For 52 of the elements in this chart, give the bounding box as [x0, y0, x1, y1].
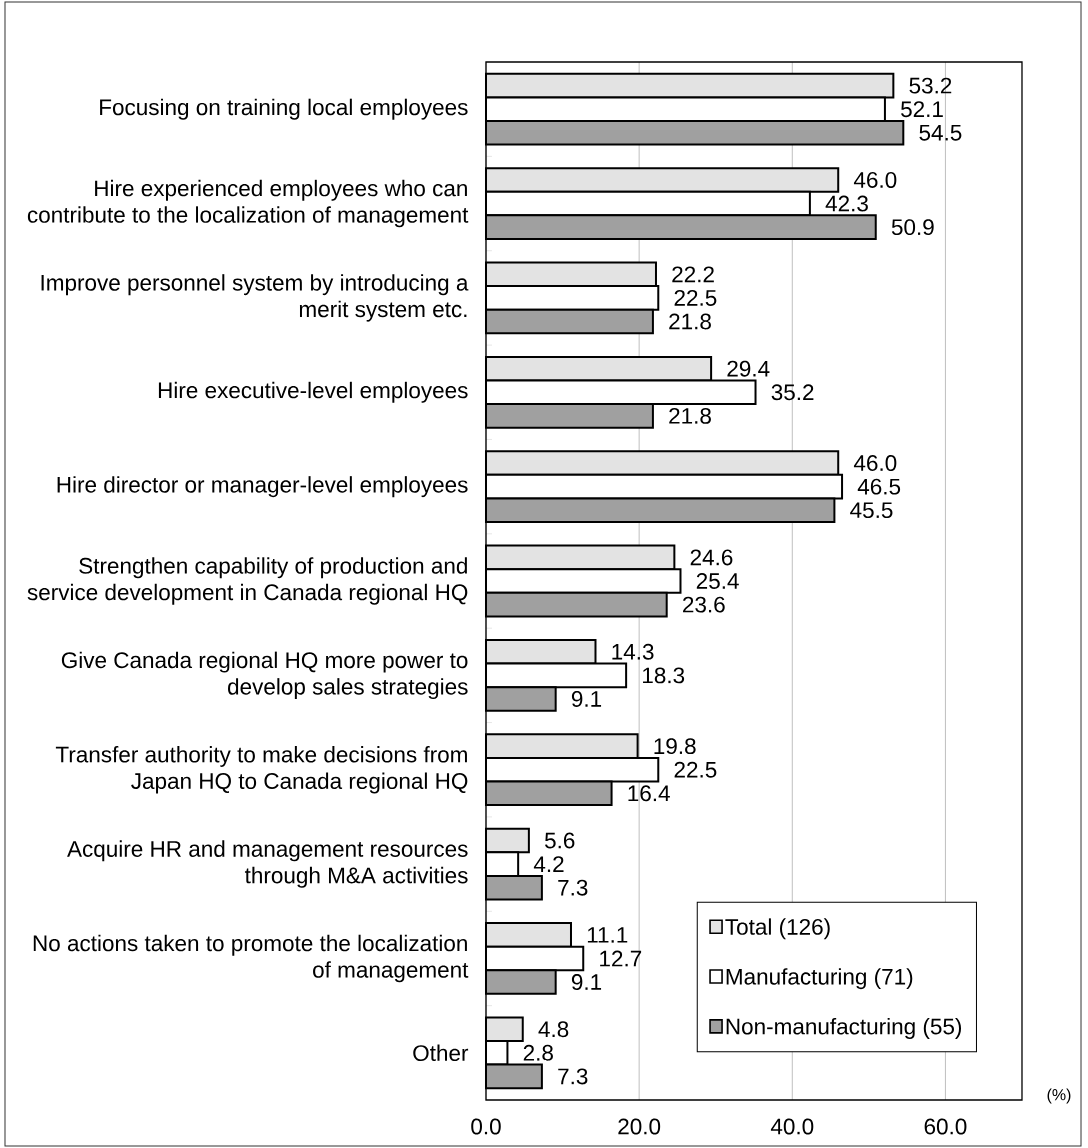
data-label: 9.1 [571, 690, 602, 707]
data-label: 11.1 [587, 927, 628, 943]
data-label: 2.8 [523, 1044, 553, 1061]
y-tick-label: Other [413, 1044, 469, 1062]
data-label: 46.0 [853, 171, 897, 188]
data-label: 53.2 [909, 77, 952, 94]
data-label: 21.8 [669, 313, 711, 330]
y-tick-label: No actions taken to promote the localization of management [33, 934, 469, 983]
data-label: 22.5 [674, 289, 717, 306]
data-label: 12.7 [600, 950, 642, 967]
data-label: 46.0 [853, 455, 897, 472]
data-label: 7.3 [558, 1068, 588, 1085]
data-label: 23.6 [683, 596, 725, 613]
data-label: 25.4 [696, 573, 739, 589]
data-label: 50.9 [891, 219, 934, 236]
legend-label: Total (126) [725, 918, 830, 940]
y-tick-label: Give Canada regional HQ more power to develop sales strategies [61, 651, 468, 700]
data-label: 19.8 [654, 738, 696, 755]
data-label: 46.5 [857, 478, 901, 495]
x-tick-label: 20.0 [618, 1118, 661, 1135]
y-tick-label: Improve personnel system by introducing a merit system etc. [41, 274, 469, 322]
data-label: 35.2 [771, 384, 814, 401]
data-label: 7.3 [558, 879, 588, 896]
legend-label: Manufacturing (71) [726, 968, 913, 990]
y-tick-label: Focusing on training local employees [100, 98, 468, 120]
y-tick-label: Transfer authority to make decisions from Japan HQ to Canada regional HQ [55, 745, 468, 794]
legend-label: Non-manufacturing (55) [726, 1017, 962, 1039]
data-label: 52.1 [901, 101, 943, 118]
data-label: 42.3 [825, 195, 868, 212]
data-label: 22.5 [674, 761, 717, 778]
y-tick-label: Strengthen capability of production and service development in Canada regional HQ [27, 557, 468, 605]
x-tick-label: 0.0 [471, 1118, 501, 1135]
x-tick-label: 40.0 [770, 1118, 814, 1135]
data-label: 9.1 [571, 974, 602, 991]
text: (%) [1047, 1088, 1071, 1104]
y-tick-label: Acquire HR and management resources through M&A activities [67, 840, 468, 888]
data-label: 24.6 [690, 549, 733, 566]
data-label: 21.8 [669, 407, 711, 424]
data-label: 5.6 [544, 832, 575, 849]
data-label: 29.4 [727, 360, 770, 377]
data-label: 14.3 [612, 643, 654, 660]
data-label: 22.2 [672, 266, 714, 283]
data-label: 54.5 [919, 124, 962, 141]
y-tick-label: Hire executive-level employees [158, 381, 468, 403]
x-tick-label: 60.0 [924, 1118, 967, 1135]
data-label: 16.4 [628, 785, 670, 802]
data-label: 18.3 [643, 667, 685, 684]
data-label: 4.2 [533, 856, 564, 872]
y-tick-label: Hire director or manager-level employees [57, 476, 468, 498]
data-label: 45.5 [850, 502, 893, 519]
data-label: 4.8 [538, 1021, 569, 1038]
y-tick-label: Hire experienced employees who can contribute to the localization of management [27, 179, 469, 228]
